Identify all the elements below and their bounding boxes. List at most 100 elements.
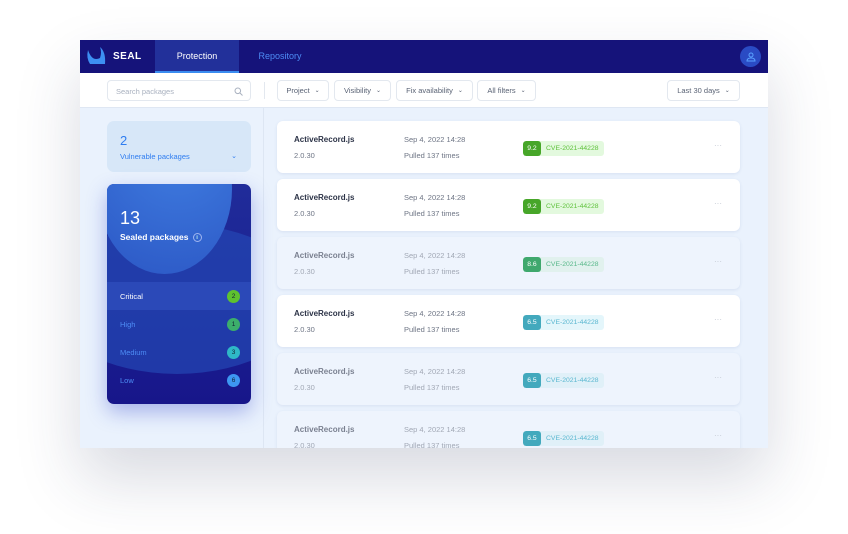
- sealed-label-text: Sealed packages: [120, 232, 189, 242]
- severity-count-badge: 1: [227, 317, 240, 331]
- filter-label: All filters: [487, 86, 516, 95]
- package-version: 2.0.30: [294, 209, 315, 218]
- package-pulled: Pulled 137 times: [404, 441, 460, 448]
- vulnerable-count: 2: [120, 133, 128, 148]
- cve-id: CVE-2021-44228: [546, 261, 599, 268]
- package-date: Sep 4, 2022 14:28: [404, 425, 466, 434]
- filter-label: Visibility: [344, 86, 371, 95]
- cve-id: CVE-2021-44228: [546, 203, 599, 210]
- package-date: Sep 4, 2022 14:28: [404, 193, 466, 202]
- more-options-icon[interactable]: ···: [714, 141, 722, 150]
- package-version: 2.0.30: [294, 267, 315, 276]
- package-row[interactable]: ActiveRecord.js 2.0.30 Sep 4, 2022 14:28…: [277, 237, 740, 289]
- package-row[interactable]: ActiveRecord.js 2.0.30 Sep 4, 2022 14:28…: [277, 295, 740, 347]
- cvss-score: 9.2: [523, 199, 541, 214]
- cve-id: CVE-2021-44228: [546, 145, 599, 152]
- date-range-select[interactable]: Last 30 days ⌄: [667, 80, 740, 101]
- chevron-down-icon: ⌄: [231, 153, 237, 160]
- filter-visibility[interactable]: Visibility ⌄: [334, 80, 391, 101]
- package-date: Sep 4, 2022 14:28: [404, 367, 466, 376]
- tab-protection[interactable]: Protection: [155, 40, 239, 73]
- package-pulled: Pulled 137 times: [404, 151, 460, 160]
- filter-project[interactable]: Project ⌄: [277, 80, 329, 101]
- cvss-score: 6.5: [523, 431, 541, 446]
- cve-id: CVE-2021-44228: [546, 435, 599, 442]
- package-name: ActiveRecord.js: [294, 251, 355, 260]
- cve-id: CVE-2021-44228: [546, 319, 599, 326]
- vulnerable-packages-card[interactable]: 2 Vulnerable packages ⌄: [107, 121, 251, 172]
- toolbar: Search packages Project ⌄ Visibility ⌄ Fix…: [80, 73, 768, 108]
- package-pulled: Pulled 137 times: [404, 383, 460, 392]
- chevron-down-icon: ⌄: [520, 88, 526, 94]
- cve-id: CVE-2021-44228: [546, 377, 599, 384]
- cve-tag[interactable]: 9.2 CVE-2021-44228: [523, 141, 604, 156]
- sealed-count: 13: [120, 208, 141, 228]
- app-window: SEAL Protection Repository Search packag…: [80, 40, 768, 448]
- search-input[interactable]: Search packages: [107, 80, 251, 101]
- more-options-icon[interactable]: ···: [714, 315, 722, 324]
- package-pulled: Pulled 137 times: [404, 325, 460, 334]
- severity-medium[interactable]: Medium 3: [107, 338, 251, 366]
- package-name: ActiveRecord.js: [294, 135, 355, 144]
- seal-logo-icon: [87, 47, 106, 64]
- package-pulled: Pulled 137 times: [404, 267, 460, 276]
- date-range-label: Last 30 days: [677, 86, 720, 95]
- user-icon: [745, 52, 756, 61]
- package-date: Sep 4, 2022 14:28: [404, 135, 466, 144]
- info-icon[interactable]: i: [192, 232, 202, 242]
- package-row[interactable]: ActiveRecord.js 2.0.30 Sep 4, 2022 14:28…: [277, 121, 740, 173]
- more-options-icon[interactable]: ···: [714, 373, 722, 382]
- logo-text: SEAL: [113, 50, 142, 62]
- severity-count-badge: 6: [227, 373, 240, 387]
- severity-count-badge: 2: [227, 289, 240, 303]
- logo[interactable]: SEAL: [86, 46, 142, 66]
- cve-tag[interactable]: 9.2 CVE-2021-44228: [523, 199, 604, 214]
- more-options-icon[interactable]: ···: [714, 199, 722, 208]
- package-version: 2.0.30: [294, 151, 315, 160]
- cvss-score: 8.6: [523, 257, 541, 272]
- chevron-down-icon: ⌄: [375, 88, 381, 94]
- cve-tag[interactable]: 6.5 CVE-2021-44228: [523, 373, 604, 388]
- filter-fix-availability[interactable]: Fix availability ⌄: [396, 80, 473, 101]
- cvss-score: 6.5: [523, 315, 541, 330]
- severity-count-badge: 3: [227, 345, 240, 359]
- severity-label: Medium: [120, 347, 147, 357]
- package-name: ActiveRecord.js: [294, 193, 355, 202]
- more-options-icon[interactable]: ···: [714, 431, 722, 440]
- package-version: 2.0.30: [294, 441, 315, 448]
- severity-label: Low: [120, 375, 134, 385]
- tab-repository[interactable]: Repository: [258, 51, 302, 61]
- package-row[interactable]: ActiveRecord.js 2.0.30 Sep 4, 2022 14:28…: [277, 353, 740, 405]
- cve-tag[interactable]: 6.5 CVE-2021-44228: [523, 315, 604, 330]
- chevron-down-icon: ⌄: [457, 88, 463, 94]
- package-row[interactable]: ActiveRecord.js 2.0.30 Sep 4, 2022 14:28…: [277, 411, 740, 448]
- chevron-down-icon: ⌄: [314, 88, 320, 94]
- package-row[interactable]: ActiveRecord.js 2.0.30 Sep 4, 2022 14:28…: [277, 179, 740, 231]
- cve-tag[interactable]: 6.5 CVE-2021-44228: [523, 431, 604, 446]
- divider: [263, 108, 264, 448]
- sealed-packages-card: 13 Sealed packages i Critical 2 High 1 Medium…: [107, 184, 251, 404]
- package-name: ActiveRecord.js: [294, 367, 355, 376]
- cvss-score: 6.5: [523, 373, 541, 388]
- filter-label: Project: [286, 86, 310, 95]
- package-version: 2.0.30: [294, 383, 315, 392]
- package-pulled: Pulled 137 times: [404, 209, 460, 218]
- severity-low[interactable]: Low 6: [107, 366, 251, 394]
- package-name: ActiveRecord.js: [294, 309, 355, 318]
- severity-critical[interactable]: Critical 2: [107, 282, 251, 310]
- severity-high[interactable]: High 1: [107, 310, 251, 338]
- top-nav: SEAL Protection Repository: [80, 40, 768, 73]
- cvss-score: 9.2: [523, 141, 541, 156]
- severity-label: High: [120, 319, 136, 329]
- package-version: 2.0.30: [294, 325, 315, 334]
- divider: [264, 82, 265, 99]
- chevron-down-icon: ⌄: [724, 88, 730, 94]
- vulnerable-label: Vulnerable packages: [120, 152, 190, 161]
- sealed-label: Sealed packages i: [120, 232, 202, 242]
- more-options-icon[interactable]: ···: [714, 257, 722, 266]
- package-name: ActiveRecord.js: [294, 425, 355, 434]
- user-avatar-button[interactable]: [740, 46, 761, 67]
- filter-all[interactable]: All filters ⌄: [477, 80, 536, 101]
- severity-label: Critical: [120, 291, 143, 301]
- cve-tag[interactable]: 8.6 CVE-2021-44228: [523, 257, 604, 272]
